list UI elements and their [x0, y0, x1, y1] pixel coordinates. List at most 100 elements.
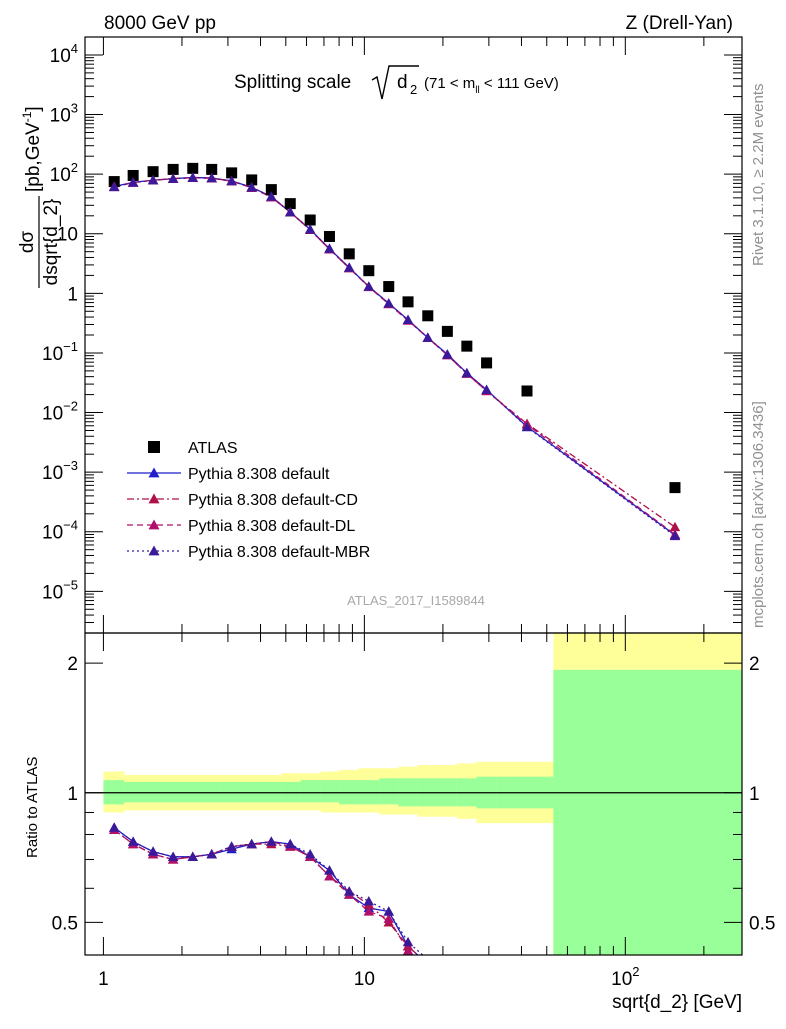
plot-title-var-sub: 2	[410, 82, 417, 97]
main-series-markers	[108, 162, 681, 541]
ratio-y-tick-label-right: 1	[749, 784, 760, 805]
legend-marker	[148, 519, 160, 530]
band-inner-segment	[220, 781, 243, 803]
ratio-data-point	[246, 838, 257, 849]
ratio-data-point	[324, 865, 335, 875]
ratio-data-point	[266, 836, 277, 846]
legend-label: Pythia 8.308 default-CD	[188, 492, 358, 509]
y-tick-label: 1	[67, 284, 78, 305]
ylabel-denominator: dsqrt{d_2}	[41, 199, 62, 286]
atlas-data-point	[147, 166, 159, 178]
ratio-data-point	[147, 846, 159, 856]
x-tick-label-exp: 2	[632, 964, 639, 979]
band-inner-segment	[281, 781, 302, 803]
mc-data-point	[442, 349, 453, 359]
legend-label: Pythia 8.308 default	[188, 466, 330, 483]
mc-data-point	[669, 521, 681, 532]
y-tick-label-base: 10	[42, 582, 63, 603]
ratio-data-point	[383, 906, 394, 916]
band-inner-segment	[124, 781, 143, 803]
mc-data-point	[187, 172, 198, 182]
ratio-data-point	[226, 841, 237, 851]
ratio-y-tick-label-right: 0.5	[749, 913, 775, 934]
mc-data-point	[167, 173, 179, 183]
ratio-series-lines	[113, 827, 424, 955]
band-inner-segment	[260, 781, 282, 803]
mc-data-point	[402, 314, 414, 324]
y-tick-label-base: 10	[57, 225, 78, 246]
ratio-y-tick-label: 0.5	[52, 913, 78, 934]
band-inner-segment	[163, 781, 183, 803]
atlas-data-point	[304, 214, 316, 226]
ratio-y-tick-label: 2	[67, 654, 78, 675]
y-tick-label-exp: −5	[63, 577, 78, 592]
ratio-data-point	[109, 822, 120, 832]
band-inner-segment	[181, 781, 204, 803]
main-series-line	[114, 177, 676, 537]
y-tick-label: 10−3	[42, 458, 78, 484]
xlabel: sqrt{d_2} [GeV]	[612, 992, 742, 1013]
ratio-data-point	[383, 913, 394, 923]
y-tick-label: 103	[50, 101, 78, 127]
plot-title-range-sub: ll	[475, 85, 479, 96]
legend-label: ATLAS	[188, 440, 238, 457]
mc-data-point	[521, 421, 533, 432]
y-tick-label: 102	[50, 160, 78, 186]
ylabel-numerator: dσ	[17, 231, 38, 254]
header-right: Z (Drell-Yan)	[626, 13, 733, 34]
y-tick-label-base: 10	[42, 344, 63, 365]
analysis-label: ATLAS_2017_I1589844	[347, 593, 485, 608]
atlas-data-point	[441, 325, 453, 337]
y-tick-label-base: 10	[50, 106, 71, 127]
ylabel-unit-text: [pb,GeV	[23, 122, 44, 192]
y-tick-label-base: 10	[42, 523, 63, 544]
mc-data-point	[363, 281, 375, 291]
atlas-data-point	[481, 357, 493, 369]
y-tick-label: 104	[50, 41, 78, 67]
atlas-data-point	[402, 296, 414, 308]
x-tick-label: 10	[354, 969, 375, 990]
y-tick-label-exp: −4	[63, 518, 78, 533]
header-left: 8000 GeV pp	[104, 13, 216, 34]
ylabel-unit-close: ]	[23, 106, 44, 111]
band-inner-segment	[320, 780, 340, 803]
ylabel-unit: [pb,GeV-1]	[20, 106, 44, 192]
ratio-series-line	[113, 827, 419, 955]
ratio-data-point	[127, 836, 139, 846]
ratio-series-line	[113, 827, 424, 955]
atlas-data-point	[383, 281, 395, 293]
mc-data-point	[226, 175, 237, 186]
ratio-y-tick-label: 1	[67, 784, 78, 805]
legend-label: Pythia 8.308 default-MBR	[188, 544, 370, 561]
mc-data-point	[246, 182, 257, 192]
atlas-data-point	[461, 340, 473, 352]
ratio-data-point	[442, 974, 452, 983]
band-inner-segment	[300, 780, 322, 803]
mc-data-point	[285, 206, 296, 217]
atlas-data-point	[422, 310, 434, 322]
ratio-data-point	[442, 989, 452, 998]
plot-title-range: (71 < mll < 111 GeV)	[424, 75, 559, 96]
mc-data-point	[206, 172, 217, 183]
plot-title-var: d	[397, 72, 408, 93]
band-inner-segment	[379, 778, 399, 805]
atlas-data-point	[127, 169, 139, 181]
atlas-data-point	[284, 198, 296, 210]
y-tick-label-base: 10	[50, 46, 71, 67]
ratio-data-point	[442, 989, 452, 998]
ratio-uncertainty-bands	[103, 633, 743, 955]
y-tick-label: 10−1	[42, 339, 78, 365]
x-tick-label-base: 10	[611, 969, 632, 990]
legend-marker	[148, 493, 160, 504]
ratio-data-point	[402, 945, 414, 955]
atlas-data-point	[521, 385, 533, 397]
ratio-data-point	[167, 851, 179, 861]
atlas-data-point	[323, 230, 335, 242]
plot-title-range-right: < 111 GeV)	[480, 75, 559, 92]
y-tick-label-exp: −3	[63, 458, 78, 473]
mc-data-point	[127, 177, 139, 187]
